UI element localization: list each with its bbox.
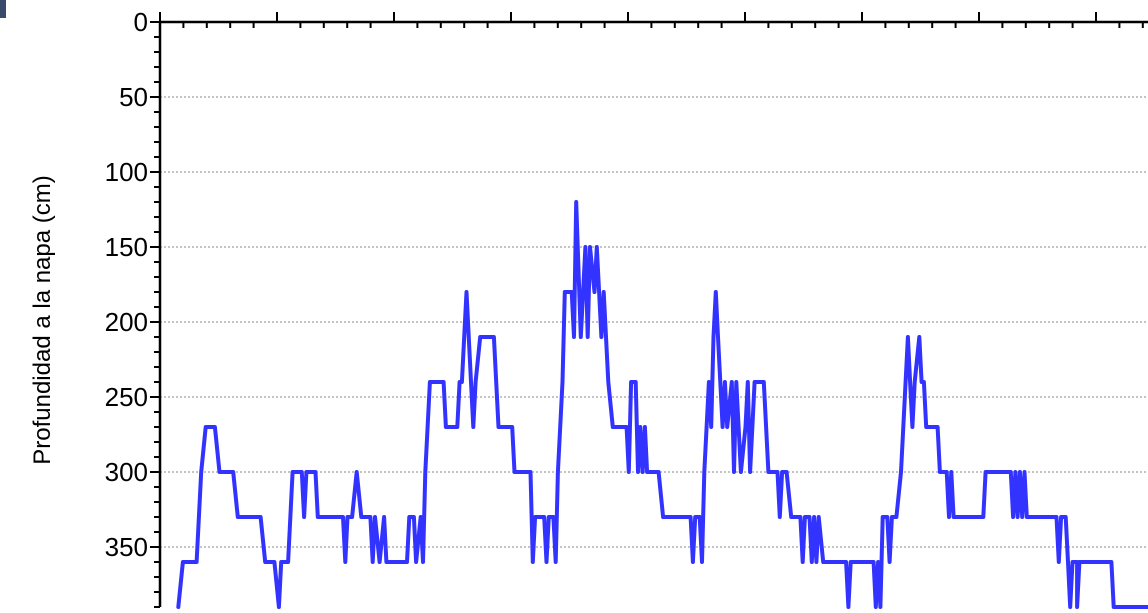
- series-line: [176, 200, 1148, 609]
- axes: [150, 12, 1148, 608]
- y-tick-label: 100: [105, 157, 148, 187]
- y-tick-label: 150: [105, 232, 148, 262]
- y-axis-title: Profundidad a la napa (cm): [29, 175, 56, 465]
- y-tick-label: 300: [105, 457, 148, 487]
- corner-mark: [0, 0, 6, 18]
- y-tick-label: 350: [105, 532, 148, 562]
- y-tick-label: 0: [134, 7, 148, 37]
- y-tick-labels: 0 50 100 150 200 250 300 350: [105, 7, 148, 562]
- series-group: [176, 200, 1148, 609]
- y-tick-label: 250: [105, 382, 148, 412]
- gridlines: [160, 96, 1148, 548]
- y-tick-label: 50: [119, 82, 148, 112]
- y-tick-label: 200: [105, 307, 148, 337]
